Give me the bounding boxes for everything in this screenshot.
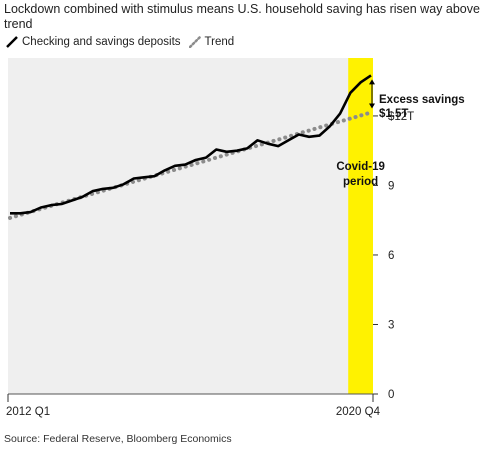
deposits-point <box>133 177 135 179</box>
deposits-point <box>370 74 372 76</box>
deposits-point <box>9 212 11 214</box>
trend-point <box>133 181 135 183</box>
trend-point <box>287 135 289 137</box>
legend: Checking and savings deposits Trend <box>6 36 242 48</box>
trend-point <box>215 156 217 158</box>
trend-point <box>102 190 104 192</box>
y-tick-label: 3 <box>388 319 394 331</box>
chart-area: 0 3 6 9 $12T 2012 Q1 2020 Q4 Covid-19 period … <box>6 58 465 418</box>
plot-background <box>8 58 373 394</box>
trend-point <box>329 123 331 125</box>
trend-point <box>153 175 155 177</box>
deposits-point <box>205 156 207 158</box>
y-axis-ticks: 0 3 6 9 $12T <box>373 111 414 401</box>
trend-point <box>359 114 361 116</box>
trend-point <box>71 199 73 201</box>
x-end-tick-label: 2020 Q4 <box>336 406 381 418</box>
deposits-point <box>91 190 93 192</box>
x-axis: 2012 Q1 2020 Q4 <box>6 393 381 418</box>
legend-actual-label: Checking and savings deposits <box>22 36 181 48</box>
source-note: Source: Federal Reserve, Bloomberg Econo… <box>4 433 232 445</box>
covid-label-line2: period <box>343 176 378 188</box>
covid-label-line1: Covid-19 <box>336 161 385 173</box>
deposits-point <box>277 145 279 147</box>
deposits-point <box>318 134 320 136</box>
deposits-point <box>215 148 217 150</box>
trend-point <box>349 117 351 119</box>
y-tick-label: 9 <box>388 180 394 192</box>
trend-point <box>143 178 145 180</box>
trend-point <box>308 129 310 131</box>
trend-point <box>246 147 248 149</box>
trend-point <box>205 159 207 161</box>
deposits-point <box>256 139 258 141</box>
trend-point <box>81 196 83 198</box>
y-tick-label: 6 <box>388 250 394 262</box>
arrow-head-top <box>369 79 375 85</box>
trend-point <box>194 162 196 164</box>
trend-point <box>40 208 42 210</box>
trend-point <box>225 153 227 155</box>
trend-point <box>277 138 279 140</box>
legend-item-actual: Checking and savings deposits <box>6 36 181 48</box>
deposits-point <box>349 92 351 94</box>
excess-savings-value: $1.5T <box>379 108 408 120</box>
trend-point <box>19 214 21 216</box>
trend-point <box>267 141 269 143</box>
trend-point <box>370 111 372 113</box>
trend-point <box>60 202 62 204</box>
legend-trend-label: Trend <box>204 36 235 48</box>
annotations: Covid-19 period Excess savings $1.5T <box>336 79 465 188</box>
trend-point <box>184 165 186 167</box>
deposits-point <box>339 112 341 114</box>
deposits-point <box>359 81 361 83</box>
legend-solid-line-icon <box>6 36 18 48</box>
chart-title: Lockdown combined with stimulus means U.… <box>4 2 480 31</box>
deposits-point <box>287 139 289 141</box>
deposits-point <box>164 169 166 171</box>
deposits-point <box>194 159 196 161</box>
x-start-tick-label: 2012 Q1 <box>6 406 50 418</box>
trend-point <box>339 120 341 122</box>
covid-highlight-band <box>348 58 373 394</box>
trend-point <box>29 211 31 213</box>
deposits-point <box>174 165 176 167</box>
excess-savings-label: Excess savings <box>379 94 465 106</box>
trend-point <box>236 150 238 152</box>
y-tick-label: 0 <box>388 389 394 401</box>
trend-point <box>164 172 166 174</box>
trend-point <box>298 132 300 134</box>
trend-point <box>318 126 320 128</box>
arrow-head-bottom <box>369 103 375 109</box>
trend-point <box>9 217 11 219</box>
trend-point <box>256 144 258 146</box>
trend-point <box>174 168 176 170</box>
trend-point <box>91 193 93 195</box>
deposits-point <box>225 151 227 153</box>
deposits-series-line <box>10 74 372 215</box>
deposits-point <box>308 136 310 138</box>
trend-point <box>122 184 124 186</box>
trend-point <box>50 205 52 207</box>
trend-point <box>112 187 114 189</box>
legend-dotted-line-icon <box>188 36 201 48</box>
y-tick-label: $12T <box>388 111 414 123</box>
deposits-point <box>184 163 186 165</box>
legend-item-trend: Trend <box>188 36 235 48</box>
